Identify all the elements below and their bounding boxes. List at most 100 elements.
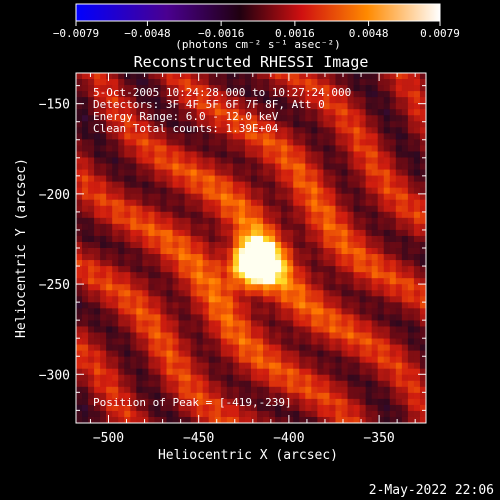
heatmap-cell (317, 211, 325, 219)
heatmap-cell (76, 302, 83, 309)
heatmap-cell (88, 302, 95, 309)
heatmap-cell (232, 374, 240, 382)
heatmap-cell (124, 386, 131, 394)
heatmap-cell (251, 163, 258, 171)
heatmap-cell (419, 109, 426, 116)
heatmap-cell (100, 368, 107, 376)
heatmap-cell (136, 223, 143, 231)
heatmap-cell (353, 314, 361, 322)
heatmap-cell (419, 211, 426, 219)
heatmap-cell (112, 374, 119, 382)
heatmap-cell (317, 181, 325, 189)
heatmap-cell (178, 229, 186, 237)
heatmap-cell (238, 169, 246, 177)
heatmap-cell (184, 73, 192, 80)
heatmap-cell (172, 338, 180, 346)
heatmap-cell (88, 248, 95, 255)
heatmap-cell (94, 308, 101, 315)
heatmap-cell (299, 223, 306, 231)
heatmap-cell (299, 109, 306, 116)
heatmap-cell (389, 272, 397, 279)
heatmap-cell (371, 163, 379, 171)
heatmap-cell (287, 368, 294, 376)
heatmap-cell (413, 332, 421, 340)
heatmap-cell (371, 199, 379, 207)
heatmap-cell (329, 278, 337, 285)
heatmap-cell (88, 139, 95, 147)
heatmap-cell (287, 175, 294, 183)
heatmap-cell (160, 127, 168, 134)
heatmap-cell (365, 109, 373, 116)
heatmap-cell (172, 416, 180, 423)
heatmap-cell (389, 410, 397, 418)
heatmap-cell (389, 290, 397, 297)
heatmap-cell (160, 133, 168, 140)
heatmap-cell (202, 169, 210, 177)
heatmap-cell (413, 181, 421, 189)
heatmap-cell (82, 290, 89, 297)
heatmap-cell (389, 223, 397, 231)
heatmap-cell (281, 127, 288, 134)
heatmap-cell (413, 320, 421, 328)
heatmap-cell (178, 103, 186, 110)
heatmap-cell (323, 338, 331, 346)
heatmap-cell (419, 356, 426, 364)
heatmap-cell (214, 416, 222, 423)
heatmap-cell (287, 248, 294, 255)
heatmap-cell (383, 163, 391, 171)
heatmap-cell (287, 133, 294, 140)
heatmap-cell (377, 109, 385, 116)
heatmap-cell (154, 290, 162, 297)
heatmap-cell (377, 127, 385, 134)
heatmap-cell (353, 79, 361, 86)
heatmap-cell (263, 79, 270, 86)
heatmap-cell (365, 97, 373, 104)
heatmap-cell (154, 211, 162, 219)
heatmap-cell (214, 320, 222, 328)
heatmap-cell (106, 260, 113, 267)
heatmap-cell (389, 398, 397, 406)
heatmap-cell (365, 157, 373, 165)
heatmap-cell (347, 103, 355, 110)
heatmap-cell (275, 139, 282, 147)
heatmap-cell (166, 368, 174, 376)
heatmap-cell (419, 205, 426, 213)
heatmap-cell (341, 169, 349, 177)
heatmap-cell (226, 404, 234, 412)
heatmap-cell (287, 115, 294, 122)
heatmap-cell (124, 127, 131, 134)
heatmap-cell (142, 157, 150, 165)
heatmap-cell (359, 302, 367, 309)
heatmap-cell (305, 386, 312, 394)
heatmap-cell (106, 79, 113, 86)
heatmap-cell (347, 223, 355, 231)
heatmap-cell (317, 362, 325, 370)
heatmap-cell (389, 392, 397, 400)
heatmap-cell (263, 302, 270, 309)
heatmap-cell (130, 121, 137, 128)
heatmap-cell (365, 332, 373, 340)
heatmap-cell (347, 175, 355, 183)
heatmap-cell (124, 151, 131, 159)
heatmap-cell (335, 374, 343, 382)
heatmap-cell (112, 272, 119, 279)
heatmap-cell (160, 121, 168, 128)
heatmap-cell (148, 181, 156, 189)
heatmap-cell (329, 169, 337, 177)
heatmap-cell (220, 235, 228, 243)
heatmap-cell (178, 344, 186, 352)
heatmap-cell (214, 115, 222, 122)
heatmap-cell (263, 163, 270, 171)
heatmap-cell (347, 181, 355, 189)
heatmap-cell (220, 175, 228, 183)
heatmap-cell (341, 392, 349, 400)
heatmap-cell (94, 344, 101, 352)
heatmap-cell (100, 332, 107, 340)
heatmap-cell (148, 254, 156, 261)
heatmap-cell (401, 181, 409, 189)
heatmap-cell (353, 133, 361, 140)
heatmap-cell (238, 79, 246, 86)
heatmap-cell (287, 241, 294, 249)
heatmap-cell (353, 392, 361, 400)
heatmap-cell (341, 410, 349, 418)
